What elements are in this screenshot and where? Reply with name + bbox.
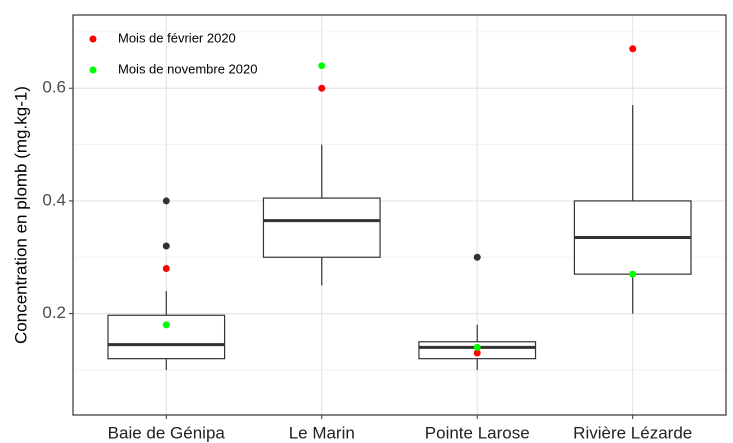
legend-marker xyxy=(89,66,97,74)
point xyxy=(473,349,481,357)
point xyxy=(629,270,637,278)
y-tick-label: 0.2 xyxy=(42,303,66,322)
y-tick-label: 0.6 xyxy=(42,78,66,97)
x-tick-label: Pointe Larose xyxy=(425,423,530,442)
outlier xyxy=(162,197,170,205)
panel-border xyxy=(72,14,727,416)
point xyxy=(629,45,637,53)
y-tick-label: 0.4 xyxy=(42,190,66,209)
box xyxy=(107,314,226,360)
outlier xyxy=(162,242,170,250)
point xyxy=(318,62,326,70)
legend-marker xyxy=(89,35,97,43)
x-tick-label: Le Marin xyxy=(289,423,355,442)
x-tick-label: Baie de Génipa xyxy=(108,423,226,442)
point xyxy=(162,265,170,273)
legend-label: Mois de novembre 2020 xyxy=(118,61,257,76)
point xyxy=(318,84,326,92)
box xyxy=(262,197,381,258)
y-axis-label: Concentration en plomb (mg.kg-1) xyxy=(11,86,30,344)
point xyxy=(162,321,170,329)
outlier xyxy=(473,253,481,261)
point xyxy=(473,343,481,351)
legend-label: Mois de février 2020 xyxy=(118,30,236,45)
x-tick-label: Rivière Lézarde xyxy=(573,423,692,442)
